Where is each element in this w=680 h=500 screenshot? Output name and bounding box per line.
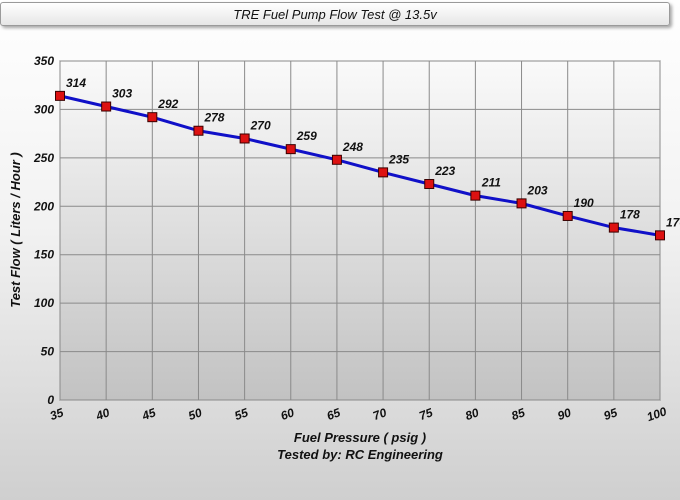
data-label: 248 bbox=[342, 140, 363, 154]
x-axis-ticks: 35 40 45 50 55 60 65 70 75 80 85 90 95 100 bbox=[48, 404, 669, 424]
data-label: 292 bbox=[157, 97, 178, 111]
y-tick-label: 200 bbox=[33, 199, 54, 213]
data-point bbox=[424, 179, 435, 190]
data-label: 235 bbox=[388, 152, 409, 166]
data-label: 314 bbox=[66, 76, 86, 90]
data-point bbox=[331, 154, 342, 165]
x-tick-label: 75 bbox=[417, 405, 435, 423]
x-tick-label: 40 bbox=[93, 405, 112, 423]
data-label: 223 bbox=[434, 164, 455, 178]
series-flow bbox=[55, 90, 665, 241]
x-tick-label: 60 bbox=[279, 405, 297, 423]
x-tick-label: 65 bbox=[325, 405, 343, 423]
y-tick-label: 150 bbox=[34, 248, 54, 262]
x-axis-title: Fuel Pressure ( psig ) bbox=[294, 430, 426, 445]
x-tick-label: 55 bbox=[233, 405, 251, 423]
series-line bbox=[59, 94, 661, 237]
data-label: 278 bbox=[203, 111, 224, 125]
y-tick-label: 300 bbox=[34, 102, 54, 116]
chart-title-bar: TRE Fuel Pump Flow Test @ 13.5v bbox=[0, 2, 670, 26]
grid bbox=[59, 60, 661, 401]
data-label: 303 bbox=[112, 87, 132, 101]
data-label: 259 bbox=[296, 129, 317, 143]
x-tick-label: 90 bbox=[556, 405, 574, 423]
data-point bbox=[239, 133, 250, 144]
data-point bbox=[655, 230, 665, 241]
data-labels: 314 303 292 278 270 259 248 235 223 211 203 190 178 1… bbox=[66, 76, 680, 229]
x-tick-label: 95 bbox=[602, 405, 620, 423]
data-label: 178 bbox=[620, 208, 640, 222]
data-point bbox=[516, 198, 527, 209]
data-label: 170 bbox=[666, 215, 680, 229]
data-point bbox=[608, 222, 619, 233]
x-tick-label: 35 bbox=[48, 405, 66, 423]
y-tick-label: 50 bbox=[41, 345, 55, 359]
data-point bbox=[55, 90, 65, 101]
data-label: 190 bbox=[574, 196, 594, 210]
data-point bbox=[101, 101, 112, 112]
x-tick-label: 70 bbox=[371, 405, 389, 423]
y-axis-title: Test Flow ( Liters / Hour ) bbox=[8, 152, 23, 308]
data-point bbox=[193, 125, 204, 136]
x-tick-label: 85 bbox=[509, 405, 527, 423]
y-tick-label: 250 bbox=[33, 151, 54, 165]
data-point bbox=[470, 190, 481, 201]
x-axis-subtitle: Tested by: RC Engineering bbox=[277, 447, 443, 462]
chart-title: TRE Fuel Pump Flow Test @ 13.5v bbox=[233, 6, 437, 22]
y-tick-label: 0 bbox=[47, 393, 54, 407]
data-label: 211 bbox=[481, 176, 501, 190]
data-point bbox=[562, 210, 573, 221]
y-tick-label: 100 bbox=[34, 296, 54, 310]
data-label: 270 bbox=[250, 118, 271, 132]
y-tick-label: 350 bbox=[34, 54, 54, 68]
data-point bbox=[285, 144, 296, 155]
data-point bbox=[378, 167, 389, 178]
x-tick-label: 50 bbox=[186, 405, 204, 423]
x-tick-label: 45 bbox=[139, 405, 158, 423]
plot-area bbox=[59, 60, 661, 401]
x-tick-label: 80 bbox=[463, 405, 481, 423]
y-axis-ticks: 0 50 100 150 200 250 300 350 bbox=[33, 54, 54, 407]
x-tick-label: 100 bbox=[645, 404, 669, 424]
data-point bbox=[147, 112, 158, 123]
data-label: 203 bbox=[527, 183, 548, 197]
